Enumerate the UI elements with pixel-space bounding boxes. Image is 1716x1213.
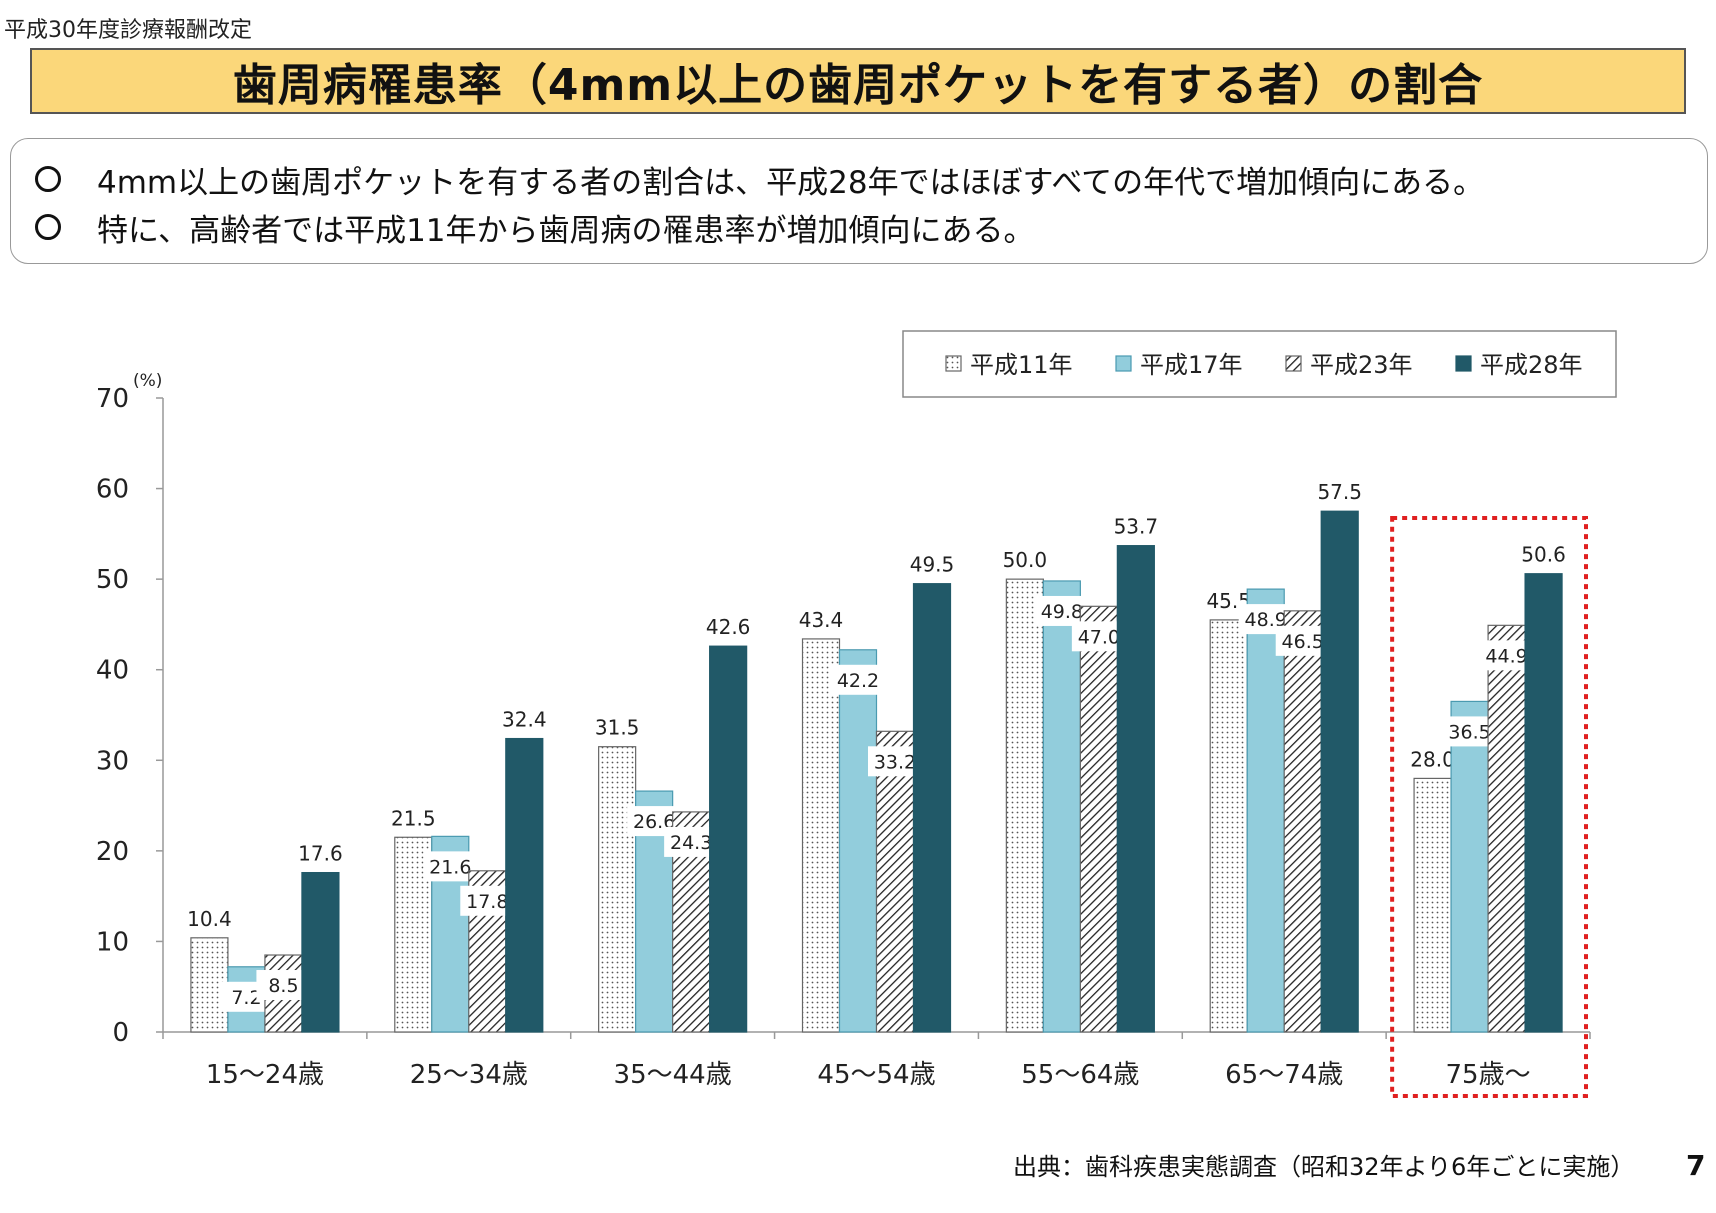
x-tick-label: 25～34歳	[410, 1060, 528, 1090]
data-label: 50.6	[1521, 543, 1566, 567]
data-label: 33.2	[874, 751, 916, 773]
x-tick-label: 55～64歳	[1021, 1060, 1139, 1090]
bar	[801, 638, 841, 1033]
data-label-box	[831, 664, 885, 695]
y-tick-label: 60	[96, 475, 129, 505]
bar	[301, 871, 340, 1033]
data-label: 48.9	[1245, 609, 1287, 631]
data-label: 10.4	[187, 907, 232, 931]
bar	[1450, 700, 1489, 1033]
header-label: 平成30年度診療報酬改定	[4, 18, 252, 43]
highlight-frame	[1390, 516, 1588, 1098]
bar	[1116, 545, 1155, 1033]
legend-swatch	[1285, 355, 1302, 372]
bar	[709, 645, 748, 1033]
x-tick-label: 15～24歳	[206, 1060, 324, 1090]
summary-bullet: 特に、高齢者では平成11年から歯周病の罹患率が増加傾向にある。	[35, 203, 1683, 251]
summary-bullet-text: 4mm以上の歯周ポケットを有する者の割合は、平成28年ではほぼすべての年代で増加…	[97, 164, 1485, 201]
summary-bullet-text: 特に、高齢者では平成11年から歯周病の罹患率が増加傾向にある。	[97, 212, 1035, 249]
summary-bullet: 4mm以上の歯周ポケットを有する者の割合は、平成28年ではほぼすべての年代で増加…	[35, 155, 1683, 203]
legend-label: 平成28年	[1480, 351, 1583, 379]
data-label: 57.5	[1317, 480, 1362, 504]
bar	[1079, 605, 1118, 1033]
legend-label: 平成23年	[1310, 351, 1413, 379]
bar	[1320, 510, 1359, 1033]
data-label: 49.5	[910, 553, 955, 577]
slide-title: 歯周病罹患率（4mm以上の歯周ポケットを有する者）の割合	[232, 60, 1484, 111]
title-bar: 歯周病罹患率（4mm以上の歯周ポケットを有する者）の割合	[30, 48, 1686, 114]
bar	[1487, 624, 1526, 1033]
bar	[1209, 619, 1248, 1033]
data-label: 21.6	[429, 856, 471, 878]
y-unit-label: (%)	[133, 371, 162, 391]
data-label: 43.4	[799, 608, 844, 632]
data-label: 36.5	[1448, 721, 1490, 743]
data-label: 47.0	[1078, 626, 1120, 648]
legend-swatch	[1115, 355, 1132, 372]
y-tick-label: 0	[112, 1018, 129, 1048]
page-number: 7	[1686, 1149, 1706, 1182]
bar	[505, 737, 544, 1033]
bar	[1413, 777, 1452, 1033]
x-tick-label: 45～54歳	[817, 1060, 935, 1090]
bar	[1042, 580, 1081, 1033]
y-tick-label: 20	[96, 837, 129, 867]
legend-swatch	[1455, 355, 1472, 372]
x-tick-label: 75歳～	[1446, 1060, 1531, 1090]
data-label: 46.5	[1282, 631, 1324, 653]
bar	[838, 649, 878, 1033]
data-label: 53.7	[1114, 515, 1159, 539]
x-tick-label: 65～74歳	[1225, 1060, 1343, 1090]
summary-box: 4mm以上の歯周ポケットを有する者の割合は、平成28年ではほぼすべての年代で増加…	[10, 138, 1708, 264]
source-note: 出典：歯科疾患実態調査（昭和32年より6年ごとに実施）	[1013, 1153, 1635, 1181]
data-label: 24.3	[670, 832, 712, 854]
y-tick-label: 10	[96, 927, 129, 957]
data-label: 21.5	[391, 806, 436, 830]
bar	[598, 746, 637, 1033]
data-label: 49.8	[1041, 601, 1083, 623]
bar	[1246, 588, 1285, 1033]
y-tick-label: 50	[96, 565, 129, 595]
data-label: 32.4	[502, 708, 547, 732]
data-label: 31.5	[595, 716, 640, 740]
data-label: 28.0	[1410, 747, 1455, 771]
bar	[912, 583, 952, 1033]
data-label: 17.8	[466, 891, 508, 913]
circle-bullet-icon	[35, 166, 61, 192]
y-tick-label: 30	[96, 746, 129, 776]
x-tick-label: 35～44歳	[614, 1060, 732, 1090]
bar	[875, 730, 915, 1033]
y-tick-label: 40	[96, 656, 129, 686]
data-label: 50.0	[1003, 548, 1048, 572]
circle-bullet-icon	[35, 214, 61, 240]
y-tick-label: 70	[96, 384, 129, 414]
data-label: 44.9	[1485, 645, 1527, 667]
data-label: 42.6	[706, 615, 751, 639]
bar	[1005, 578, 1044, 1033]
legend-label: 平成17年	[1140, 351, 1243, 379]
data-label: 8.5	[268, 975, 298, 997]
data-label: 17.6	[298, 842, 343, 866]
legend-box	[902, 330, 1617, 398]
legend-label: 平成11年	[970, 351, 1073, 379]
bar	[1283, 610, 1322, 1033]
bar	[1524, 573, 1563, 1033]
data-label: 7.2	[231, 987, 261, 1009]
legend-swatch	[945, 355, 962, 372]
data-label: 42.2	[837, 670, 879, 692]
